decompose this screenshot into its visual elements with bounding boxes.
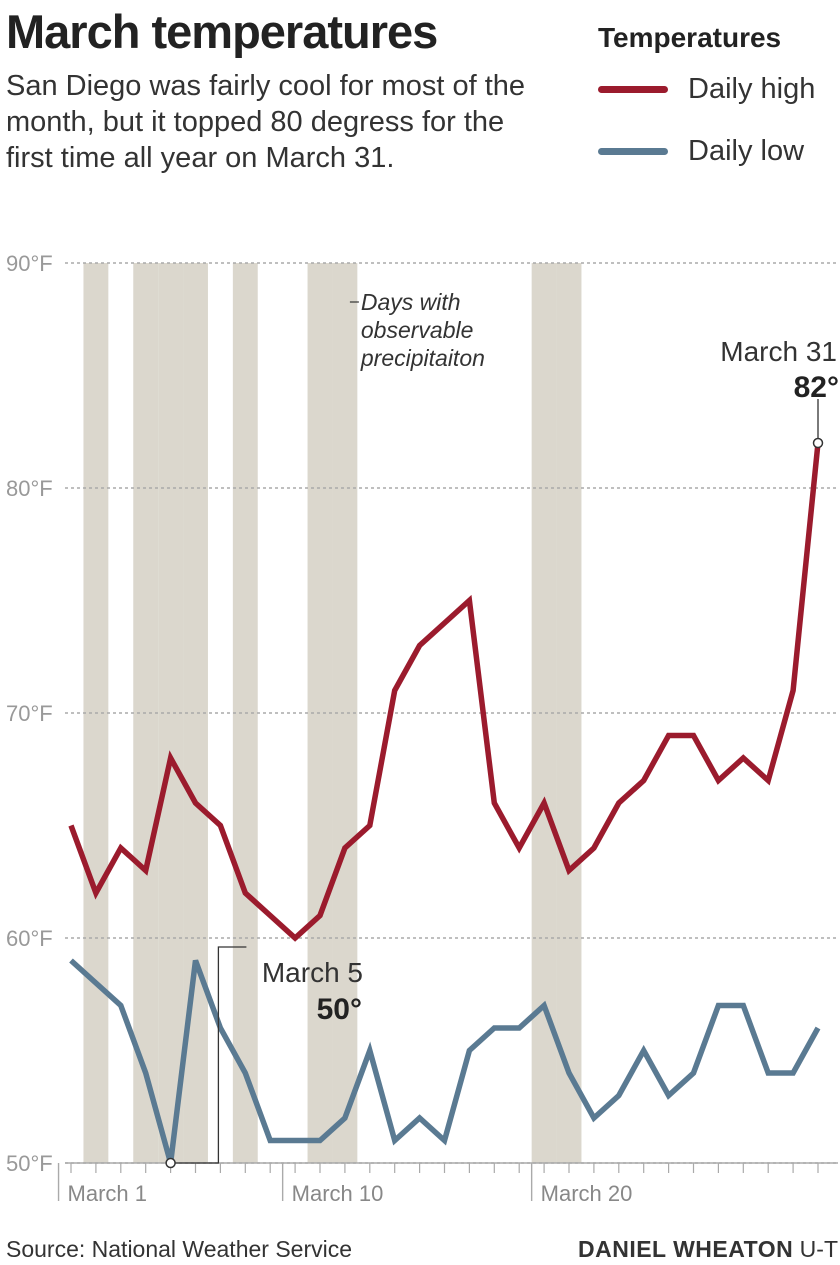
annotation-marker-march-5	[165, 1157, 176, 1169]
source-note: Source: National Weather Service	[6, 1236, 353, 1262]
y-tick-label-90: 90°F	[6, 251, 53, 276]
y-tick-label-60: 60°F	[6, 926, 53, 951]
chart-title: March temperatures	[6, 5, 438, 58]
legend-label-daily-low: Daily low	[688, 134, 805, 167]
legend-item-daily-low: Daily low	[598, 120, 840, 182]
y-tick-label-50: 50°F	[6, 1151, 53, 1176]
temperature-line-chart: 50°F 60°F 70°F 80°F 90°F March 1 March 10 March…	[6, 251, 839, 1206]
legend: Temperatures Daily high Daily low	[598, 22, 840, 182]
legend-swatch-daily-high	[598, 85, 668, 93]
series-line-daily-low	[69, 958, 821, 1164]
precipitation-label-line-1: Days with	[361, 289, 461, 315]
annotation-value-march-31: 82°	[794, 371, 839, 404]
byline-name: DANIEL WHEATON	[578, 1236, 794, 1262]
y-tick-label-70: 70°F	[6, 701, 53, 726]
legend-item-daily-high: Daily high	[598, 58, 840, 120]
precipitation-label-line-2: observable	[361, 317, 474, 343]
annotation-marker-march-31	[812, 437, 824, 449]
annotation-leader-march-5	[174, 946, 247, 1164]
y-tick-label-80: 80°F	[6, 476, 53, 501]
byline: DANIEL WHEATON U-T	[578, 1236, 838, 1263]
x-tick-label-day-10: March 10	[292, 1181, 384, 1206]
annotation-label-march-31: March 31	[720, 336, 837, 367]
legend-label-daily-high: Daily high	[688, 72, 816, 105]
annotation-value-march-5: 50°	[317, 993, 362, 1026]
precipitation-label-line-3: precipitaiton	[360, 345, 485, 371]
x-tick-label-day-1: March 1	[68, 1181, 147, 1206]
annotation-label-march-5: March 5	[262, 957, 363, 988]
legend-swatch-daily-low	[598, 147, 668, 155]
legend-title: Temperatures	[598, 22, 782, 53]
x-tick-label-day-20: March 20	[541, 1181, 633, 1206]
chart-subtitle: San Diego was fairly cool for most of th…	[6, 70, 526, 174]
series-line-daily-high	[68, 442, 821, 942]
byline-org: U-T	[799, 1236, 838, 1262]
